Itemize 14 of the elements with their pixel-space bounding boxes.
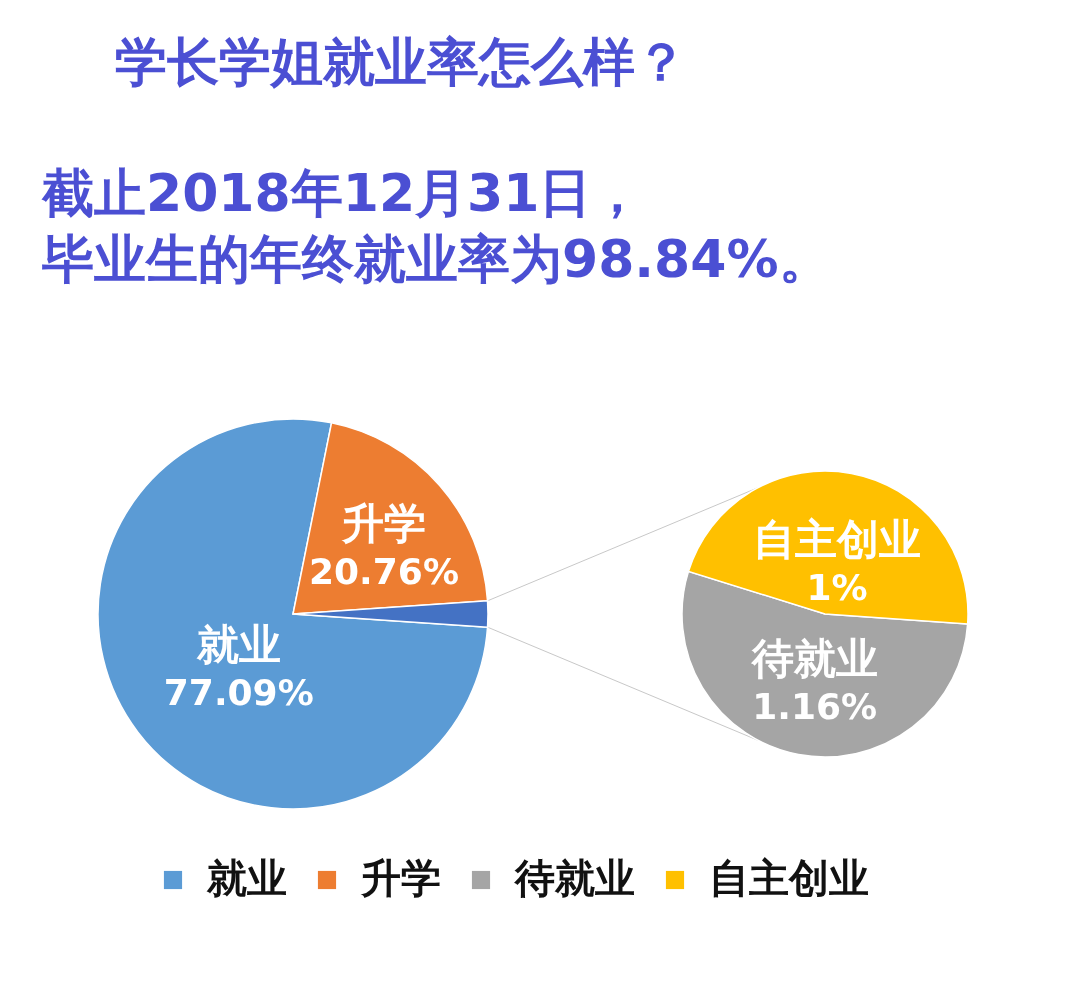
chart-title: 学长学姐就业率怎么样？ [115, 32, 687, 92]
legend-label: 升学 [360, 855, 441, 901]
data-label: 20.76% [309, 551, 459, 593]
chart-subtitle: 截止2018年12月31日，毕业生的年终就业率为98.84%。 [41, 163, 831, 289]
data-label: 77.09% [163, 672, 314, 714]
legend-label: 就业 [206, 855, 287, 901]
data-label: 1% [806, 567, 868, 609]
slice-label: 待就业 [749, 634, 878, 684]
legend-label: 自主创业 [709, 855, 869, 901]
slice-label: 升学 [340, 499, 426, 549]
slice-label: 就业 [195, 620, 281, 670]
slice-label: 自主创业 [753, 515, 922, 565]
data-label: 1.16% [752, 686, 878, 728]
legend-label: 待就业 [514, 855, 635, 901]
